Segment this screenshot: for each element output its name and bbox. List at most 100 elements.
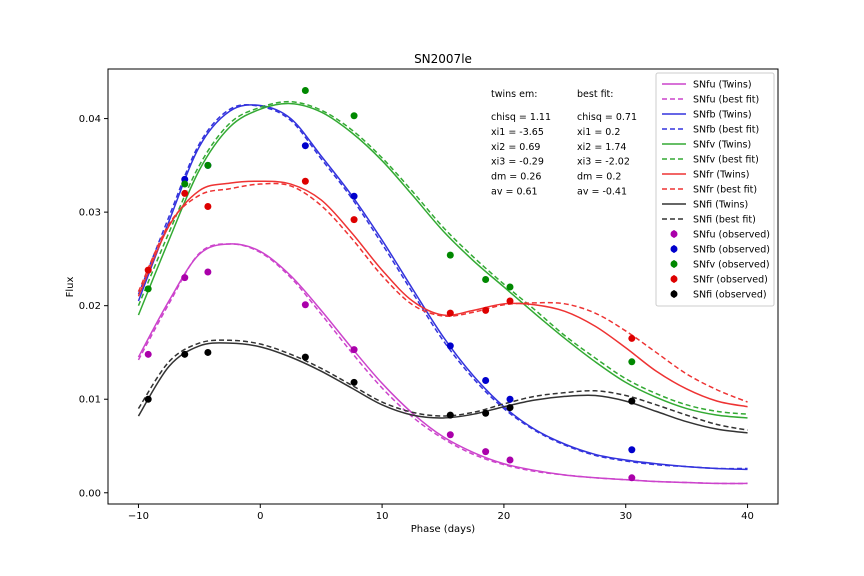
series-line-snfr-best-fit — [137, 182, 748, 403]
data-point-snfr-observed-2 — [204, 203, 212, 211]
data-point-snfv-observed-1 — [181, 180, 189, 188]
fit-parameters-annotation: twins em: chisq = 1.11 xi1 = -3.65 xi2 = 0.… — [491, 89, 637, 198]
data-point-snfv-observed-0 — [144, 285, 152, 293]
data-point-snfv-observed-2 — [204, 161, 212, 169]
annotation-best-fit-line: dm = 0.2 — [577, 172, 621, 183]
data-point-snfr-observed-7 — [506, 297, 514, 305]
data-point-snfv-observed-4 — [350, 112, 358, 120]
annotation-best-fit-line: xi3 = -2.02 — [577, 157, 630, 168]
plot-area — [137, 87, 748, 485]
legend-label-snfb-best-fit: SNfb (best fit) — [693, 125, 759, 136]
data-point-snfi-observed-1 — [181, 350, 189, 358]
annotation-best-fit-line: chisq = 0.71 — [577, 112, 637, 123]
legend-label-snfr-observed: SNfr (observed) — [693, 275, 768, 286]
data-point-snfv-observed-6 — [482, 275, 490, 283]
data-point-snfb-observed-2 — [301, 142, 309, 150]
legend-label-snfi-twins: SNfi (Twins) — [693, 200, 748, 211]
data-point-snfr-observed-5 — [446, 309, 454, 317]
annotation-best-fit-line: av = -0.41 — [577, 187, 627, 198]
series-line-snfb-best-fit — [137, 104, 748, 470]
y-tick-label: 0.04 — [79, 114, 101, 125]
legend-label-snfr-best-fit: SNfr (best fit) — [693, 185, 757, 196]
series-line-snfi-best-fit — [137, 339, 748, 431]
axes-frame — [107, 68, 779, 505]
data-point-snfi-observed-7 — [506, 404, 514, 412]
annotation-twins-line: xi1 = -3.65 — [491, 127, 544, 138]
data-point-snfi-observed-8 — [628, 397, 636, 405]
x-tick-label: −10 — [128, 511, 149, 522]
data-point-snfr-observed-3 — [301, 177, 309, 185]
y-tick-label: 0.01 — [79, 395, 101, 406]
annotation-best-fit-line: xi1 = 0.2 — [577, 127, 620, 138]
y-tick-label: 0.03 — [79, 208, 101, 219]
series-line-snfv-twins — [137, 102, 748, 419]
y-tick-label: 0.02 — [79, 301, 101, 312]
data-point-snfr-observed-0 — [144, 266, 152, 274]
annotation-twins-line: xi3 = -0.29 — [491, 157, 544, 168]
legend-label-snfb-observed: SNfb (observed) — [693, 245, 770, 256]
x-tick-label: 0 — [257, 511, 263, 522]
legend-label-snfr-twins: SNfr (Twins) — [693, 170, 749, 181]
data-point-snfv-observed-7 — [506, 283, 514, 291]
legend-marker-snfr-observed — [670, 275, 678, 283]
data-point-snfb-observed-4 — [446, 342, 454, 350]
data-point-snfu-observed-8 — [628, 474, 636, 482]
legend-label-snfi-best-fit: SNfi (best fit) — [693, 215, 756, 226]
chart-title: SN2007le — [414, 52, 472, 66]
data-point-snfb-observed-6 — [506, 395, 514, 403]
data-point-snfi-observed-6 — [482, 409, 490, 417]
legend-label-snfu-observed: SNfu (observed) — [693, 230, 770, 241]
x-tick-label: 40 — [741, 511, 754, 522]
series-line-snfu-best-fit — [137, 243, 748, 485]
legend-label-snfu-best-fit: SNfu (best fit) — [693, 95, 759, 106]
legend-box — [655, 72, 775, 307]
legend-label-snfb-twins: SNfb (Twins) — [693, 110, 752, 121]
data-point-snfu-observed-6 — [482, 448, 490, 456]
legend-label-snfu-twins: SNfu (Twins) — [693, 80, 752, 91]
data-point-snfr-observed-4 — [350, 216, 358, 224]
data-point-snfb-observed-7 — [628, 446, 636, 454]
legend-marker-snfu-observed — [670, 230, 678, 238]
data-point-snfi-observed-3 — [301, 353, 309, 361]
series-line-snfb-twins — [137, 104, 748, 471]
data-point-snfr-observed-8 — [628, 334, 636, 342]
annotation-twins-line: xi2 = 0.69 — [491, 142, 540, 153]
data-point-snfi-observed-4 — [350, 378, 358, 386]
data-point-snfu-observed-4 — [350, 346, 358, 354]
y-axis-label: Flux — [65, 277, 76, 298]
legend-label-snfv-best-fit: SNfv (best fit) — [693, 155, 759, 166]
data-point-snfv-observed-5 — [446, 251, 454, 259]
y-tick-label: 0.00 — [79, 488, 101, 499]
axis-ticks: −10 0 10 20 30 40 0.00 0.01 0.02 0.03 0.04 — [79, 114, 754, 522]
data-point-snfu-observed-0 — [144, 350, 152, 358]
data-point-snfi-observed-5 — [446, 411, 454, 419]
data-point-snfi-observed-2 — [204, 348, 212, 356]
data-point-snfu-observed-7 — [506, 456, 514, 464]
data-point-snfr-observed-1 — [181, 189, 189, 197]
data-point-snfb-observed-5 — [482, 377, 490, 385]
legend-label-snfv-twins: SNfv (Twins) — [693, 140, 751, 151]
data-point-snfu-observed-1 — [181, 274, 189, 282]
annotation-best-fit-line: xi2 = 1.74 — [577, 142, 626, 153]
data-point-snfv-observed-3 — [301, 87, 309, 95]
annotation-twins-line: av = 0.61 — [491, 187, 538, 198]
x-tick-label: 20 — [498, 511, 511, 522]
legend-marker-snfb-observed — [670, 245, 678, 253]
legend-marker-snfi-observed — [670, 290, 678, 298]
annotation-best-fit-header: best fit: — [577, 89, 613, 100]
series-line-snfi-twins — [137, 342, 748, 434]
legend-marker-snfv-observed — [670, 260, 678, 268]
x-tick-label: 10 — [376, 511, 389, 522]
data-point-snfu-observed-5 — [446, 431, 454, 439]
legend-label-snfv-observed: SNfv (observed) — [693, 260, 770, 271]
x-axis-label: Phase (days) — [411, 524, 476, 535]
data-point-snfu-observed-2 — [204, 268, 212, 276]
annotation-twins-line: dm = 0.26 — [491, 172, 541, 183]
x-tick-label: 30 — [619, 511, 632, 522]
legend: SNfu (Twins) SNfu (best fit) SNfb (Twins) S… — [655, 72, 775, 307]
data-point-snfr-observed-6 — [482, 306, 490, 314]
series-line-snfr-twins — [137, 180, 748, 408]
legend-label-snfi-observed: SNfi (observed) — [693, 290, 767, 301]
data-point-snfi-observed-0 — [144, 395, 152, 403]
